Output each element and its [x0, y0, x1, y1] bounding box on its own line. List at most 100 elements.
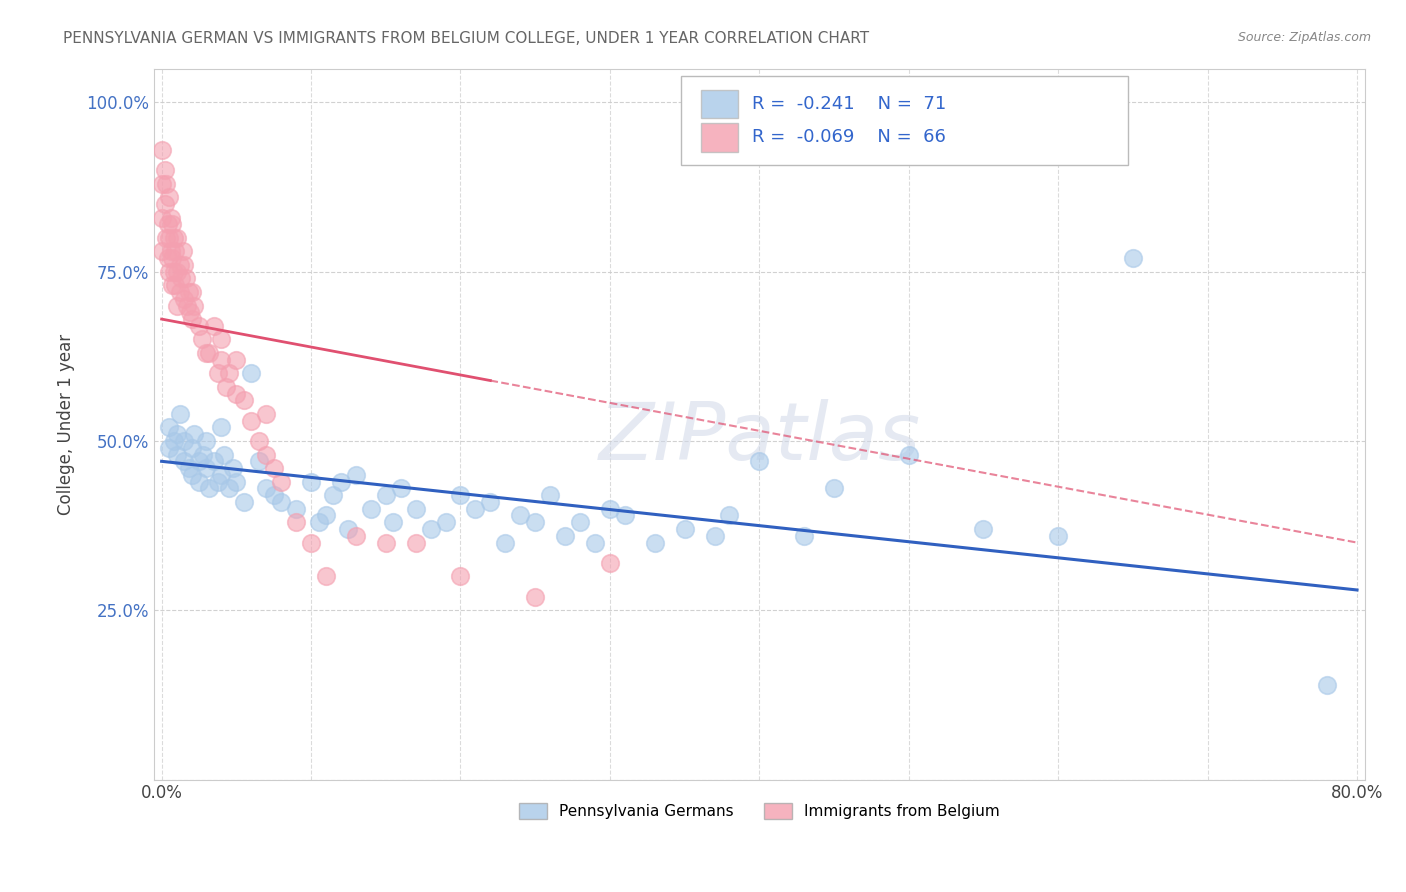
Point — [215, 380, 238, 394]
Point — [191, 333, 214, 347]
Point — [162, 231, 184, 245]
Text: PENNSYLVANIA GERMAN VS IMMIGRANTS FROM BELGIUM COLLEGE, UNDER 1 YEAR CORRELATION: PENNSYLVANIA GERMAN VS IMMIGRANTS FROM B… — [63, 31, 869, 46]
Point — [153, 197, 176, 211]
Point — [718, 508, 741, 523]
Point — [285, 515, 308, 529]
Point — [232, 495, 254, 509]
Point — [160, 278, 183, 293]
Point — [176, 299, 198, 313]
Point — [263, 488, 285, 502]
Text: R =  -0.069    N =  66: R = -0.069 N = 66 — [752, 128, 946, 146]
Point — [554, 529, 576, 543]
FancyBboxPatch shape — [702, 123, 738, 152]
Point — [405, 535, 427, 549]
Point — [254, 448, 277, 462]
Point — [198, 482, 221, 496]
Text: Source: ZipAtlas.com: Source: ZipAtlas.com — [1237, 31, 1371, 45]
Point — [162, 434, 184, 448]
Point — [166, 448, 188, 462]
Point — [155, 231, 177, 245]
Point — [464, 501, 486, 516]
Point — [198, 346, 221, 360]
Point — [214, 448, 236, 462]
Point — [583, 535, 606, 549]
Point — [434, 515, 457, 529]
Point — [897, 448, 920, 462]
Point — [157, 441, 180, 455]
Point — [180, 285, 202, 299]
Point — [174, 271, 197, 285]
Point — [225, 386, 247, 401]
Point — [177, 461, 200, 475]
Point — [748, 454, 770, 468]
Point — [315, 508, 337, 523]
Point — [209, 333, 232, 347]
Point — [1316, 678, 1339, 692]
Point — [509, 508, 531, 523]
Point — [254, 482, 277, 496]
Point — [263, 461, 285, 475]
Point — [382, 515, 405, 529]
Point — [150, 177, 173, 191]
Point — [299, 535, 322, 549]
Point — [169, 285, 191, 299]
Point — [344, 467, 367, 482]
Point — [207, 475, 229, 489]
Point — [180, 467, 202, 482]
Point — [165, 244, 187, 259]
Point — [195, 434, 218, 448]
Point — [180, 441, 202, 455]
Point — [162, 265, 184, 279]
Point — [188, 318, 211, 333]
Point — [494, 535, 516, 549]
Point — [156, 217, 179, 231]
FancyBboxPatch shape — [702, 90, 738, 119]
Point — [225, 352, 247, 367]
Point — [569, 515, 592, 529]
Point — [247, 434, 270, 448]
Point — [240, 366, 263, 380]
Point — [169, 258, 191, 272]
Point — [195, 461, 218, 475]
Point — [170, 271, 193, 285]
Point — [222, 461, 245, 475]
Point — [160, 251, 183, 265]
Point — [156, 251, 179, 265]
Point — [157, 420, 180, 434]
Point — [157, 231, 180, 245]
Point — [599, 556, 621, 570]
Point — [150, 143, 173, 157]
Point — [207, 366, 229, 380]
Text: R =  -0.241    N =  71: R = -0.241 N = 71 — [752, 95, 946, 113]
Point — [299, 475, 322, 489]
Point — [270, 475, 292, 489]
Point — [225, 475, 247, 489]
Point — [159, 211, 181, 225]
Point — [344, 529, 367, 543]
Point — [1047, 529, 1070, 543]
Point — [183, 299, 205, 313]
Point — [285, 501, 308, 516]
Point — [172, 244, 194, 259]
Point — [218, 366, 240, 380]
Point — [479, 495, 502, 509]
Point — [450, 488, 472, 502]
Point — [329, 475, 352, 489]
Point — [209, 467, 232, 482]
Point — [450, 569, 472, 583]
Point — [360, 501, 382, 516]
Point — [524, 515, 547, 529]
Point — [240, 414, 263, 428]
Point — [150, 211, 173, 225]
Point — [202, 454, 225, 468]
Point — [169, 407, 191, 421]
Point — [823, 482, 845, 496]
Point — [202, 318, 225, 333]
Point — [166, 299, 188, 313]
FancyBboxPatch shape — [681, 76, 1129, 164]
Point — [1122, 251, 1144, 265]
Legend: Pennsylvania Germans, Immigrants from Belgium: Pennsylvania Germans, Immigrants from Be… — [513, 797, 1005, 825]
Point — [173, 434, 195, 448]
Point — [159, 244, 181, 259]
Point — [209, 420, 232, 434]
